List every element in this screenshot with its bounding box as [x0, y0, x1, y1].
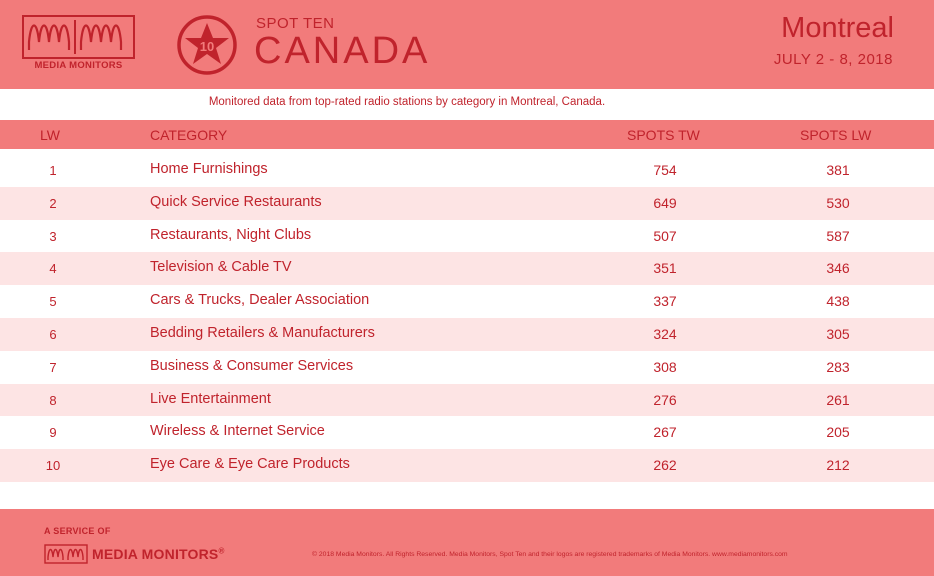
copyright-notice: © 2018 Media Monitors. All Rights Reserv… [312, 551, 788, 558]
star-icon: 10 [177, 15, 237, 75]
table-row: 2 Quick Service Restaurants 649 530 [0, 186, 934, 220]
service-label: A SERVICE OF [44, 526, 111, 536]
spots-tw-cell: 351 [653, 260, 677, 277]
footer-logo-name: MEDIA MONITORS [92, 546, 219, 562]
spots-lw-cell: 212 [826, 457, 850, 474]
spots-tw-cell: 649 [653, 194, 677, 211]
table-row: 9 Wireless & Internet Service 267 205 [0, 416, 934, 449]
footer-banner: A SERVICE OF MEDIA MONITORS® © 2018 Medi… [0, 509, 934, 576]
rank-cell: 9 [49, 425, 57, 441]
column-header-spots-tw: SPOTS TW [627, 127, 700, 143]
table-row: 4 Television & Cable TV 351 346 [0, 252, 934, 286]
spots-lw-cell: 530 [826, 194, 850, 211]
rank-cell: 5 [49, 294, 57, 310]
table-row: 10 Eye Care & Eye Care Products 262 212 [0, 449, 934, 482]
spots-lw-cell: 346 [826, 260, 850, 277]
registered-mark: ® [218, 546, 225, 556]
column-header-lw: LW [40, 127, 60, 143]
rank-cell: 1 [49, 163, 57, 178]
spots-tw-cell: 262 [653, 457, 677, 474]
subtitle: Monitored data from top-rated radio stat… [208, 96, 606, 108]
spots-lw-cell: 261 [826, 391, 850, 408]
header-banner: MEDIA MONITORS 10 SPOT TEN CANADA Montre… [0, 0, 934, 89]
logo-label: MEDIA MONITORS [34, 60, 123, 71]
category-cell: Home Furnishings [150, 161, 268, 177]
category-cell: Wireless & Internet Service [150, 423, 325, 440]
spots-lw-cell: 205 [826, 424, 850, 441]
waveform-logo-icon [44, 544, 88, 564]
badge-number: 10 [200, 39, 214, 54]
category-cell: Business & Consumer Services [150, 357, 354, 374]
category-cell: Eye Care & Eye Care Products [150, 456, 350, 473]
date-range: JULY 2 - 8, 2018 [773, 51, 893, 68]
category-cell: Cars & Trucks, Dealer Association [150, 292, 370, 309]
category-cell: Television & Cable TV [150, 259, 292, 276]
rank-cell: 2 [49, 195, 57, 211]
category-cell: Restaurants, Night Clubs [150, 226, 312, 243]
rank-cell: 3 [49, 228, 57, 244]
table-row: 3 Restaurants, Night Clubs 507 587 [0, 220, 934, 253]
spots-lw-cell: 283 [826, 358, 850, 375]
category-cell: Live Entertainment [150, 390, 271, 407]
spots-lw-cell: 438 [826, 293, 850, 310]
waveform-logo-icon [22, 15, 135, 59]
table-row: 8 Live Entertainment 276 261 [0, 383, 934, 417]
spots-lw-cell: 381 [826, 162, 850, 178]
media-monitors-logo[interactable]: MEDIA MONITORS [21, 14, 136, 72]
spots-tw-cell: 308 [653, 358, 677, 375]
table-row: 5 Cars & Trucks, Dealer Association 337 … [0, 285, 934, 318]
ranking-table-body: 1 Home Furnishings 754 381 2 Quick Servi… [0, 154, 934, 482]
table-row: 6 Bedding Retailers & Manufacturers 324 … [0, 317, 934, 351]
footer-logo-label: MEDIA MONITORS® [92, 546, 225, 562]
spots-lw-cell: 587 [826, 227, 850, 244]
rank-cell: 7 [49, 359, 57, 375]
table-header: LW CATEGORY SPOTS TW SPOTS LW [0, 120, 934, 149]
column-header-category: CATEGORY [150, 127, 228, 143]
spots-tw-cell: 276 [653, 391, 677, 408]
spots-tw-cell: 324 [653, 325, 677, 342]
table-row: 1 Home Furnishings 754 381 [0, 154, 934, 187]
footer-logo[interactable]: MEDIA MONITORS® [44, 544, 249, 564]
column-header-spots-lw: SPOTS LW [800, 127, 872, 143]
category-cell: Bedding Retailers & Manufacturers [150, 324, 375, 341]
spots-tw-cell: 267 [653, 424, 677, 441]
category-cell: Quick Service Restaurants [150, 193, 322, 210]
page-title: CANADA [254, 30, 431, 72]
rank-cell: 4 [49, 261, 57, 277]
spot-ten-badge: 10 [176, 14, 238, 76]
spots-lw-cell: 305 [826, 325, 850, 342]
spot-ten-kicker: SPOT TEN [256, 15, 335, 32]
table-row: 7 Business & Consumer Services 308 283 [0, 351, 934, 384]
rank-cell: 10 [45, 458, 61, 474]
spots-tw-cell: 507 [653, 227, 677, 244]
rank-cell: 8 [49, 392, 57, 408]
rank-cell: 6 [49, 326, 57, 342]
city-name: Montreal [781, 12, 894, 44]
spots-tw-cell: 754 [653, 162, 677, 178]
spots-tw-cell: 337 [653, 293, 677, 310]
